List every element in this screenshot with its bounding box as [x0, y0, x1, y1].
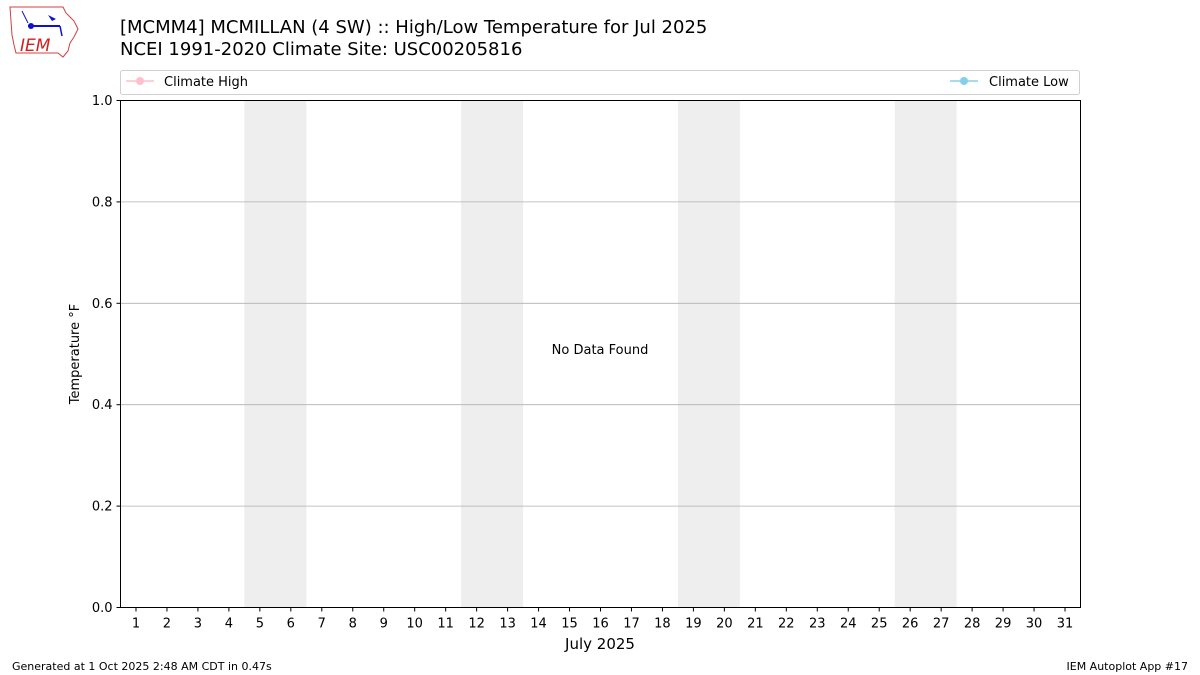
x-tick-label: 19	[685, 617, 702, 632]
no-data-annotation: No Data Found	[552, 343, 649, 358]
y-tick-label: 1.0	[92, 94, 113, 109]
x-tick-label: 13	[499, 617, 516, 632]
weekend-band	[244, 100, 307, 608]
x-tick-label: 20	[716, 617, 733, 632]
generated-timestamp: Generated at 1 Oct 2025 2:48 AM CDT in 0…	[12, 660, 272, 673]
x-tick-label: 26	[902, 617, 919, 632]
iem-logo: IEM	[9, 6, 79, 58]
legend-label: Climate Low	[989, 75, 1069, 90]
x-tick-label: 23	[809, 617, 826, 632]
x-tick-label: 10	[406, 617, 423, 632]
app-id: IEM Autoplot App #17	[1066, 660, 1189, 673]
x-tick-label: 5	[256, 617, 264, 632]
x-tick-label: 31	[1057, 617, 1074, 632]
y-tick-label: 0.4	[92, 398, 113, 413]
x-tick-label: 2	[163, 617, 171, 632]
chart-subtitle: NCEI 1991-2020 Climate Site: USC00205816	[120, 39, 523, 60]
x-tick-label: 28	[964, 617, 981, 632]
x-tick-label: 16	[592, 617, 609, 632]
x-tick-label: 30	[1026, 617, 1043, 632]
weekend-band	[894, 100, 957, 608]
weekend-band	[677, 100, 740, 608]
legend: Climate High Climate Low	[120, 70, 1080, 95]
x-tick-label: 8	[349, 617, 357, 632]
legend-item-climate-high: Climate High	[126, 75, 248, 90]
y-tick-label: 0.6	[92, 297, 113, 312]
y-axis-label: Temperature °F	[68, 304, 83, 405]
x-tick-label: 6	[287, 617, 295, 632]
x-tick-label: 18	[654, 617, 671, 632]
x-tick-label: 11	[437, 617, 454, 632]
weekend-band	[461, 100, 524, 608]
x-tick-label: 22	[778, 617, 795, 632]
y-tick-label: 0.0	[92, 601, 113, 616]
x-tick-label: 14	[530, 617, 547, 632]
chart-title: [MCMM4] MCMILLAN (4 SW) :: High/Low Temp…	[120, 17, 708, 38]
x-tick-label: 25	[871, 617, 888, 632]
x-tick-label: 24	[840, 617, 857, 632]
x-tick-label: 27	[933, 617, 950, 632]
y-tick-label: 0.8	[92, 195, 113, 210]
x-tick-label: 15	[561, 617, 578, 632]
x-tick-label: 1	[132, 617, 140, 632]
x-tick-label: 21	[747, 617, 764, 632]
x-tick-label: 3	[194, 617, 202, 632]
y-tick-label: 0.2	[92, 500, 113, 515]
legend-label: Climate High	[164, 75, 248, 90]
x-tick-label: 7	[318, 617, 326, 632]
x-axis-label: July 2025	[564, 635, 635, 653]
legend-item-climate-low: Climate Low	[950, 75, 1069, 90]
x-tick-label: 4	[225, 617, 233, 632]
logo-text: IEM	[20, 36, 51, 56]
x-tick-label: 9	[380, 617, 388, 632]
x-tick-label: 29	[995, 617, 1012, 632]
x-tick-label: 12	[468, 617, 485, 632]
x-tick-label: 17	[623, 617, 640, 632]
